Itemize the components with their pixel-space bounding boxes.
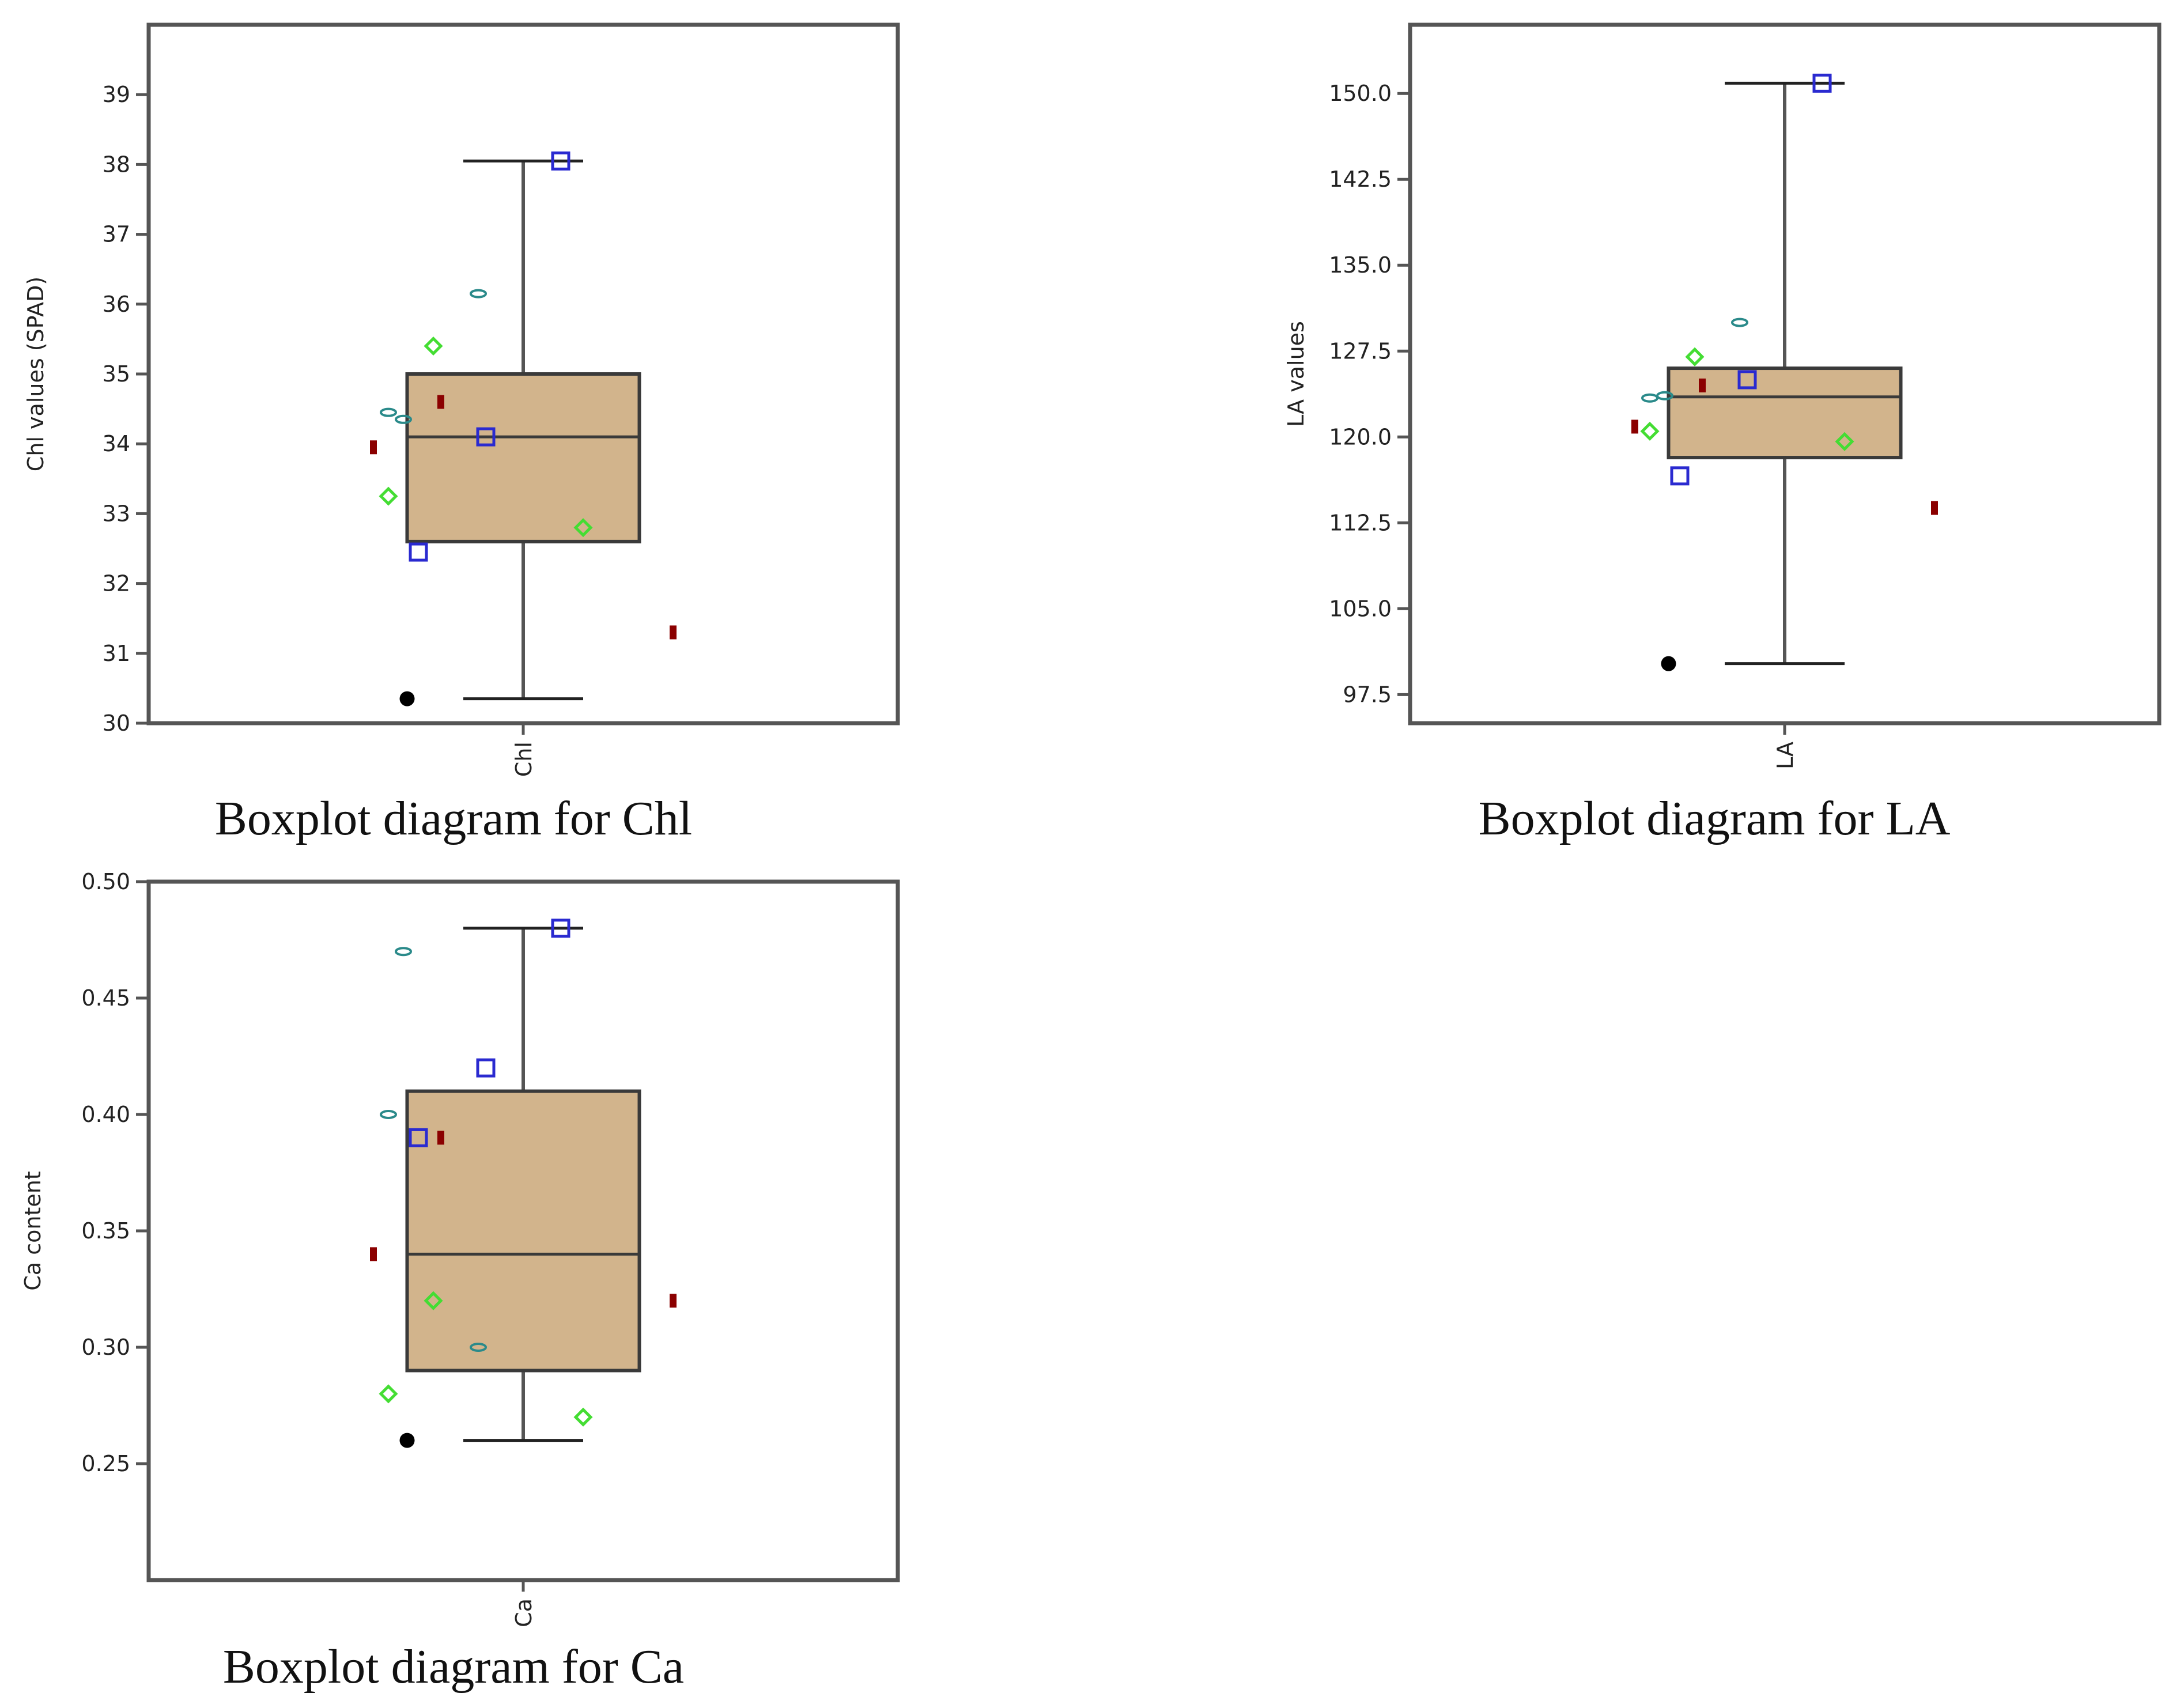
- x-category-label: Chl: [511, 742, 536, 777]
- oval-data-point: [1656, 391, 1673, 400]
- y-tick-label: 36: [103, 292, 130, 317]
- y-tick-label: 31: [103, 641, 130, 666]
- chart-caption: Boxplot diagram for LA: [1479, 792, 1951, 845]
- bar-data-point: [437, 1131, 444, 1145]
- y-tick-label: 38: [103, 152, 130, 177]
- outlier-point: [1661, 656, 1676, 671]
- y-tick-label: 142.5: [1329, 167, 1392, 192]
- interquartile-box: [405, 372, 641, 543]
- square-data-point: [409, 1128, 428, 1147]
- bar-data-point: [1631, 420, 1638, 434]
- chart-caption: Boxplot diagram for Ca: [223, 1640, 684, 1694]
- outlier-point: [399, 1433, 415, 1448]
- interquartile-box: [1667, 366, 1903, 460]
- diamond-data-point: [379, 486, 398, 506]
- y-tick-label: 32: [103, 571, 130, 596]
- y-tick-label: 97.5: [1343, 682, 1392, 707]
- oval-data-point: [470, 289, 487, 298]
- square-data-point: [551, 919, 570, 938]
- y-tick-label: 0.50: [81, 869, 130, 894]
- x-category-label: LA: [1773, 742, 1798, 769]
- bar-data-point: [670, 625, 677, 640]
- diamond-data-point: [573, 518, 593, 538]
- oval-data-point: [1641, 393, 1658, 403]
- y-tick-label: 150.0: [1329, 81, 1392, 106]
- oval-data-point: [470, 1343, 487, 1352]
- y-axis-title: Ca content: [20, 1171, 46, 1290]
- diamond-data-point: [424, 336, 443, 356]
- square-data-point: [551, 151, 570, 171]
- diamond-data-point: [379, 1384, 398, 1404]
- y-tick-label: 0.30: [81, 1335, 130, 1360]
- bar-data-point: [370, 440, 377, 455]
- y-tick-label: 34: [103, 431, 130, 456]
- y-tick-label: 39: [103, 82, 130, 107]
- interquartile-box: [405, 1089, 641, 1373]
- x-category-label: Ca: [511, 1599, 536, 1627]
- oval-data-point: [1731, 318, 1748, 327]
- y-tick-label: 0.25: [81, 1451, 130, 1476]
- chart-caption: Boxplot diagram for Chl: [215, 792, 692, 845]
- y-tick-label: 0.35: [81, 1218, 130, 1244]
- y-tick-label: 35: [103, 361, 130, 387]
- oval-data-point: [395, 414, 412, 424]
- y-tick-label: 33: [103, 501, 130, 526]
- outlier-point: [399, 691, 415, 706]
- y-tick-label: 30: [103, 711, 130, 736]
- y-tick-label: 0.45: [81, 985, 130, 1011]
- diamond-data-point: [424, 1291, 443, 1310]
- square-data-point: [476, 1058, 496, 1078]
- bar-data-point: [1699, 378, 1706, 392]
- bar-data-point: [437, 395, 444, 409]
- ca-panel: 0.25 0.30 0.35 0.40 0.45 0.50 Ca Ca content Boxp…: [20, 869, 900, 1694]
- y-tick-label: 112.5: [1329, 510, 1392, 535]
- oval-data-point: [380, 407, 397, 417]
- square-data-point: [1670, 466, 1690, 486]
- bar-data-point: [1931, 501, 1938, 515]
- diamond-data-point: [1685, 347, 1705, 366]
- diamond-data-point: [1640, 421, 1660, 441]
- oval-data-point: [395, 947, 412, 957]
- square-data-point: [476, 427, 496, 447]
- y-tick-label: 120.0: [1329, 424, 1392, 449]
- y-tick-label: 0.40: [81, 1102, 130, 1127]
- y-axis-title: Chl values (SPAD): [23, 277, 48, 471]
- chl-panel: 30 31 32 33 34 35 36 37 38 39 Chl Chl values (SPAD)…: [23, 22, 900, 845]
- square-data-point: [1812, 73, 1832, 93]
- y-tick-label: 127.5: [1329, 338, 1392, 364]
- diamond-data-point: [1835, 432, 1854, 451]
- square-data-point: [1737, 370, 1757, 390]
- oval-data-point: [380, 1110, 397, 1119]
- y-tick-label: 37: [103, 222, 130, 247]
- y-tick-label: 135.0: [1329, 252, 1392, 278]
- bar-data-point: [370, 1247, 377, 1261]
- y-axis-title: LA values: [1283, 321, 1309, 427]
- diamond-data-point: [573, 1407, 593, 1427]
- bar-data-point: [670, 1294, 677, 1308]
- la-panel: 97.5 105.0 112.5 120.0 127.5 135.0 142.5 150.0 L…: [1283, 22, 2162, 845]
- square-data-point: [409, 542, 428, 562]
- y-tick-label: 105.0: [1329, 596, 1392, 621]
